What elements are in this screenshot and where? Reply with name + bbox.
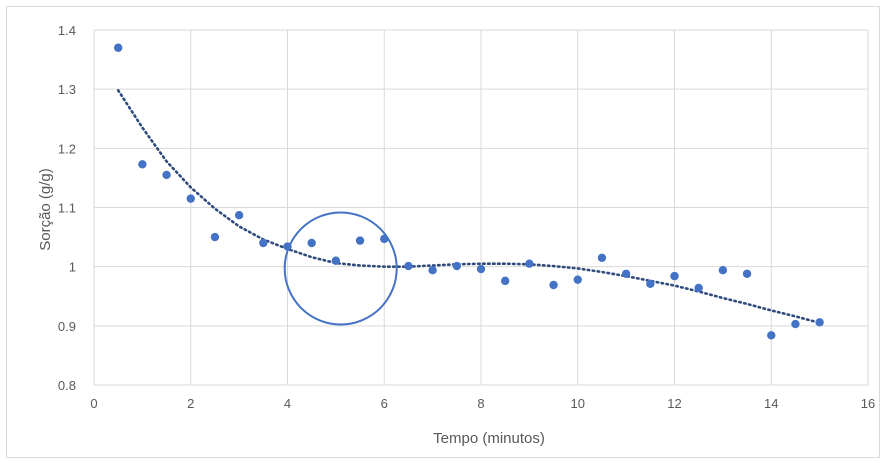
data-point: [428, 266, 436, 274]
y-tick-label: 0.8: [58, 378, 76, 393]
data-point: [307, 239, 315, 247]
y-tick-labels: 0.8 0.9 1 1.1 1.2 1.3 1.4: [58, 23, 76, 393]
x-tick-label: 2: [187, 396, 194, 411]
y-tick-label: 0.9: [58, 319, 76, 334]
data-point: [719, 266, 727, 274]
data-point: [332, 257, 340, 265]
x-tick-label: 14: [764, 396, 778, 411]
y-tick-label: 1: [69, 260, 76, 275]
x-tick-label: 4: [284, 396, 291, 411]
data-point: [791, 320, 799, 328]
x-tick-label: 6: [381, 396, 388, 411]
data-point: [743, 270, 751, 278]
data-point: [211, 233, 219, 241]
x-tick-label: 12: [667, 396, 681, 411]
annotation-circle: [285, 212, 397, 324]
data-point: [622, 270, 630, 278]
gridlines: [94, 30, 868, 385]
data-point: [477, 265, 485, 273]
data-point: [404, 262, 412, 270]
data-point: [670, 272, 678, 280]
x-axis-title: Tempo (minutos): [433, 430, 545, 447]
y-axis-title: Sorção (g/g): [37, 168, 54, 251]
data-point: [259, 239, 267, 247]
data-point: [114, 44, 122, 52]
y-tick-label: 1.1: [58, 201, 76, 216]
data-point: [767, 331, 775, 339]
data-point: [525, 260, 533, 268]
data-point: [646, 280, 654, 288]
data-point: [187, 194, 195, 202]
data-point: [162, 171, 170, 179]
y-tick-label: 1.2: [58, 141, 76, 156]
x-tick-label: 16: [861, 396, 875, 411]
data-point: [356, 236, 364, 244]
data-point: [574, 275, 582, 283]
x-tick-label: 8: [477, 396, 484, 411]
y-tick-label: 1.3: [58, 82, 76, 97]
data-point: [694, 284, 702, 292]
data-point: [549, 281, 557, 289]
data-point: [598, 254, 606, 262]
trendline: [118, 90, 819, 323]
x-tick-labels: 0 2 4 6 8 10 12 14 16: [90, 396, 875, 411]
y-tick-label: 1.4: [58, 23, 76, 38]
data-points: [114, 44, 824, 340]
data-point: [235, 211, 243, 219]
x-tick-label: 10: [571, 396, 585, 411]
annotation-group: [285, 212, 397, 324]
data-point: [501, 277, 509, 285]
data-point: [453, 262, 461, 270]
trendline-group: [118, 90, 819, 323]
data-point: [138, 160, 146, 168]
data-point: [815, 318, 823, 326]
x-tick-label: 0: [90, 396, 97, 411]
